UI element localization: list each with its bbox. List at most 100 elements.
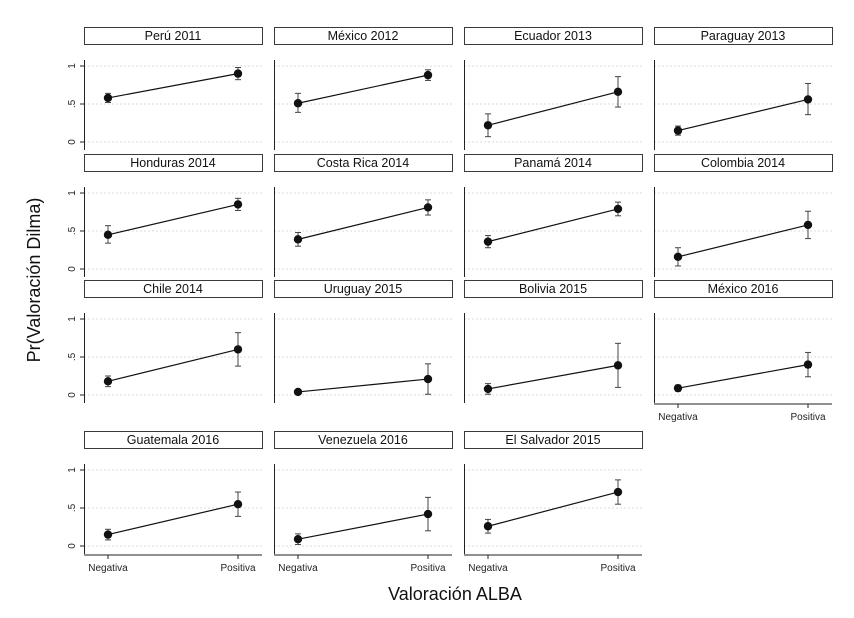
x-tick-label: Positiva [220,563,255,574]
panel-title: Perú 2011 [145,29,202,43]
data-point [483,384,493,394]
y-tick-label: .5 [67,503,78,512]
panel-strip [274,280,453,298]
panel-title: Colombia 2014 [701,156,785,170]
data-point [613,361,623,370]
data-point [673,126,683,135]
panel-strip [464,154,643,172]
data-point [233,69,243,78]
panel: México 2016 Negativa Positiva [654,280,833,423]
y-tick-label: 0 [67,392,78,398]
series-line [107,348,239,382]
panel-title: Guatemala 2016 [127,433,219,447]
y-tick-label: 1 [67,63,78,69]
series-line [107,203,239,236]
series-line [297,513,429,540]
panel: Uruguay 2015 [274,280,453,403]
panel-strip [84,280,263,298]
panel-strip [84,431,263,449]
y-tick-label: 1 [67,316,78,322]
y-tick-label: .5 [67,226,78,235]
panel-strip [464,280,643,298]
data-point [423,509,433,519]
data-point [613,87,623,97]
panel: Costa Rica 2014 [274,154,453,277]
panel: Colombia 2014 [654,154,833,277]
x-tick-label: Positiva [600,563,635,574]
data-point [803,360,813,369]
panel-strip [654,154,833,172]
panel-title: Bolivia 2015 [519,282,587,296]
x-tick-label: Positiva [790,412,825,423]
x-tick-label: Negativa [658,412,698,423]
data-point [423,374,433,384]
data-point [803,220,813,230]
panel-strip [654,27,833,45]
panel: Bolivia 2015 [464,280,643,403]
x-tick-label: Negativa [468,563,508,574]
panel-title: México 2016 [708,282,779,296]
data-point [293,99,303,108]
series-line [487,91,619,126]
panel: Honduras 2014 0 .5 1 [67,154,263,277]
panel-title: El Salvador 2015 [505,433,600,447]
panel: Panamá 2014 [464,154,643,277]
y-tick-label: 0 [67,543,78,549]
data-point [233,500,243,509]
x-axis-title: Valoración ALBA [388,584,522,604]
data-point [483,522,493,531]
panel-title: Uruguay 2015 [324,282,403,296]
panel-title: Costa Rica 2014 [317,156,409,170]
data-point [293,387,303,397]
series-line [107,503,239,536]
panel-strip [274,154,453,172]
data-point [483,237,493,246]
series-line [487,364,619,390]
panel: Perú 2011 0 .5 1 [67,27,263,150]
data-point [233,345,243,354]
panel-strip [464,27,643,45]
panel-title: Paraguay 2013 [701,29,786,43]
data-point [423,70,433,80]
panel: Paraguay 2013 [654,27,833,150]
panel-strip [464,431,643,449]
y-tick-label: .5 [67,99,78,108]
x-tick-label: Negativa [278,563,318,574]
data-point [803,95,813,104]
series-line [297,378,429,393]
panel: México 2012 [274,27,453,150]
data-point [103,93,113,103]
series-line [677,364,809,389]
panel-title: Chile 2014 [143,282,203,296]
data-point [613,204,623,214]
y-tick-label: 0 [67,266,78,272]
data-point [613,487,623,497]
panels-group: Perú 2011 0 .5 1 México 2012 Ecuador 2013 Para… [67,27,833,574]
series-line [677,98,809,132]
data-point [293,534,303,544]
data-point [233,200,243,209]
panel: El Salvador 2015 Negativa Positiva [464,431,643,574]
panel-title: México 2012 [328,29,399,43]
panel-strip [274,27,453,45]
data-point [103,230,113,239]
series-line [487,208,619,243]
panel: Venezuela 2016 Negativa Positiva [274,431,453,574]
panel-title: Venezuela 2016 [318,433,408,447]
y-tick-label: 1 [67,467,78,473]
panel-title: Honduras 2014 [130,156,216,170]
series-line [677,224,809,258]
panel: Guatemala 2016 0 .5 1 Negativa Positiva [67,431,263,574]
x-tick-label: Positiva [410,563,445,574]
panel-strip [654,280,833,298]
data-point [673,252,683,262]
y-axis-title: Pr(Valoración Dilma) [24,198,44,363]
data-point [103,530,113,539]
data-point [423,203,433,212]
series-line [107,73,239,99]
panel: Ecuador 2013 [464,27,643,150]
panel-title: Ecuador 2013 [514,29,592,43]
panel-strip [84,27,263,45]
series-line [297,74,429,104]
